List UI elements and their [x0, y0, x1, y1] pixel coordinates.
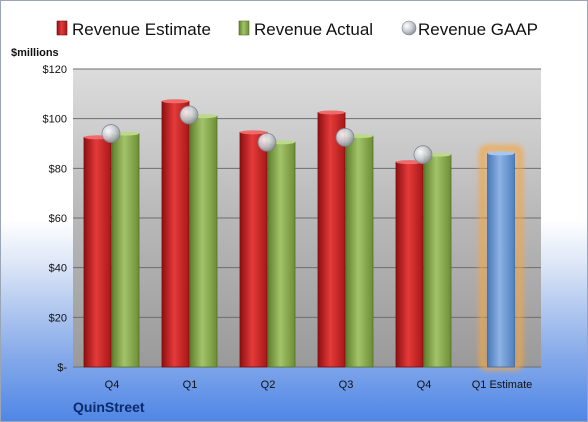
gaap-marker	[101, 124, 121, 143]
y-tick-label: $120	[43, 64, 67, 76]
bar-cap	[318, 110, 345, 115]
x-tick-label: Q1 Estimate	[472, 379, 533, 391]
x-axis-ticks: Q4 Q1 Q2 Q3 Q4 Q1 Estimate	[105, 379, 533, 391]
gaap-marker	[257, 132, 277, 152]
gaap-marker	[413, 145, 433, 165]
y-tick-label: $60	[49, 213, 67, 225]
legend-swatch	[401, 20, 417, 36]
gridlines	[73, 68, 541, 368]
legend-label: Revenue Estimate	[72, 20, 211, 39]
legend-swatch	[238, 20, 250, 36]
bar-cap	[240, 130, 267, 135]
bar-cap	[162, 99, 189, 104]
y-tick-label: $20	[49, 312, 67, 324]
y-unit-label: $millions	[11, 47, 59, 59]
legend-label: Revenue GAAP	[418, 20, 538, 39]
x-tick-label: Q1	[183, 379, 198, 391]
y-tick-label: $80	[49, 163, 67, 175]
legend: Revenue Estimate Revenue Actual Revenue GA…	[56, 20, 538, 39]
bars	[83, 99, 523, 370]
gaap-marker	[179, 105, 199, 125]
bar-revenue-estimate	[161, 100, 190, 368]
bar-revenue-actual	[267, 141, 296, 368]
bar-revenue-actual	[111, 133, 140, 368]
x-tick-label: Q3	[339, 379, 354, 391]
company-name: QuinStreet	[73, 399, 145, 415]
bar-revenue-estimate	[395, 161, 424, 368]
legend-swatch	[56, 20, 68, 36]
y-tick-label: $-	[57, 362, 67, 374]
bar-revenue-actual	[345, 135, 374, 368]
legend-label: Revenue Actual	[254, 20, 373, 39]
bar-revenue-actual	[423, 154, 452, 368]
gaap-marker	[335, 127, 355, 147]
y-tick-label: $100	[43, 114, 67, 126]
bar-revenue-estimate	[239, 131, 268, 368]
bar-revenue-estimate	[83, 136, 112, 368]
x-tick-label: Q2	[261, 379, 276, 391]
y-axis-ticks: $- $20 $40 $60 $80 $100 $120	[43, 64, 68, 374]
bar-cap	[487, 151, 515, 156]
gaap-markers	[101, 105, 433, 165]
y-tick-label: $40	[49, 263, 67, 275]
bar-revenue-estimate	[317, 112, 346, 368]
bar-revenue-actual	[189, 115, 218, 368]
x-tick-label: Q4	[105, 379, 120, 391]
x-tick-label: Q4	[417, 379, 432, 391]
bar-revenue-estimate-next	[487, 153, 515, 368]
